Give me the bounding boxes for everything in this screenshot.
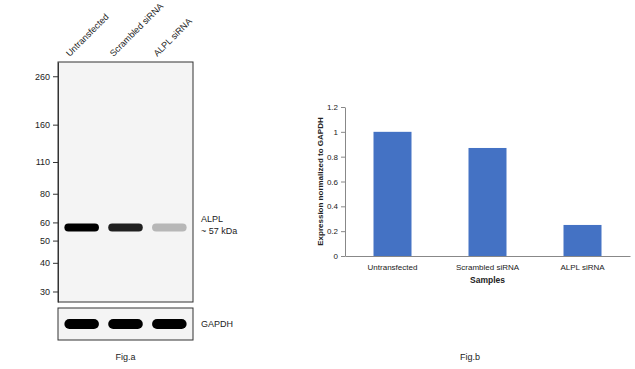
tick: 0: [334, 252, 345, 261]
tick-label: 1.2: [327, 103, 339, 112]
tick-label: 0.8: [327, 153, 339, 162]
tick: 30: [40, 287, 58, 297]
band: [152, 224, 187, 232]
tick-label: Untransfected: [368, 263, 418, 272]
y-axis: 260 160 110 80 60 50 40 30: [35, 63, 59, 303]
tick-label: 50: [40, 236, 50, 246]
bar: [374, 132, 412, 256]
axis-line: [345, 108, 346, 257]
x-axis: Untransfected Scrambled siRNA ALPL siRNA: [346, 257, 631, 273]
tick: 160: [35, 120, 58, 130]
tick: 0.2: [327, 227, 345, 236]
y-axis: 0 0.2 0.4 0.6 0.8 1 1.2: [327, 103, 346, 261]
tick-mark: [341, 206, 345, 207]
tick: 1: [334, 128, 345, 137]
tick-mark: [53, 76, 58, 77]
tick-mark: [53, 241, 58, 242]
tick-mark: [341, 132, 345, 133]
tick-label: Scrambled siRNA: [456, 263, 520, 272]
loading-name: GAPDH: [201, 319, 233, 329]
figure: ALPL ~ 57 kDa 260 160 110 80 60 50 40 30 Untransfe…: [0, 0, 635, 369]
tick-label: 0.4: [327, 202, 339, 211]
tick-mark: [341, 157, 345, 158]
tick-label: 110: [36, 157, 50, 167]
tick: 1.2: [327, 103, 345, 112]
tick-mark: [53, 194, 58, 195]
tick-label: ALPL siRNA: [560, 263, 605, 272]
tick: ALPL siRNA: [560, 263, 605, 272]
bar: [469, 148, 507, 256]
tick-label: 0: [334, 252, 339, 261]
loading-band: [152, 319, 187, 329]
loading-frame: [58, 308, 193, 340]
band: [108, 224, 143, 232]
loading-band: [64, 319, 99, 329]
tick-mark: [53, 162, 58, 163]
axis-line: [346, 256, 631, 257]
band-label: ~ 57 kDa: [201, 226, 237, 236]
tick: 0.4: [327, 202, 345, 211]
tick-mark: [53, 125, 58, 126]
x-title: Samples: [470, 275, 505, 285]
caption: Fig.b: [460, 352, 480, 362]
band-name: ALPL: [201, 214, 223, 224]
tick-label: 1: [334, 128, 339, 137]
tick-label: 160: [35, 120, 50, 130]
axis-line: [58, 63, 59, 303]
tick-mark: [341, 256, 345, 257]
lane-label: ALPL siRNA: [152, 16, 194, 58]
loading-band: [108, 319, 143, 329]
caption: Fig.a: [115, 352, 135, 362]
tick-label: 30: [40, 287, 50, 297]
tick: 60: [40, 218, 58, 228]
tick-mark: [53, 291, 58, 292]
bar: [564, 225, 602, 256]
tick-label: 60: [40, 218, 50, 228]
bands: [64, 224, 186, 232]
tick-label: 0.2: [327, 227, 339, 236]
tick-mark: [341, 231, 345, 232]
bar-panel: 0 0.2 0.4 0.6 0.8 1 1.2 Untransfected Scrambled …: [316, 103, 631, 362]
tick: 0.6: [327, 178, 345, 187]
tick: 260: [35, 72, 58, 82]
tick-mark: [341, 107, 345, 108]
tick: 110: [36, 157, 58, 167]
y-title: Expression normalized to GAPDH: [316, 117, 325, 246]
tick: Scrambled siRNA: [456, 263, 520, 272]
tick-label: 260: [35, 72, 50, 82]
tick: 50: [40, 236, 58, 246]
tick-mark: [53, 222, 58, 223]
tick-mark: [341, 182, 345, 183]
tick-mark: [53, 263, 58, 264]
tick-label: 0.6: [327, 178, 339, 187]
tick: Untransfected: [368, 263, 418, 272]
tick: 40: [40, 258, 58, 268]
tick: 0.8: [327, 153, 345, 162]
band: [64, 224, 99, 232]
blot-frame: [58, 62, 193, 302]
bars: [374, 132, 602, 256]
tick-label: 40: [40, 258, 50, 268]
tick-label: 80: [40, 189, 50, 199]
tick: 80: [40, 189, 58, 199]
blot-panel: ALPL ~ 57 kDa 260 160 110 80 60 50 40 30 Untransfe…: [35, 1, 237, 362]
lane-label: Untransfected: [64, 12, 111, 59]
